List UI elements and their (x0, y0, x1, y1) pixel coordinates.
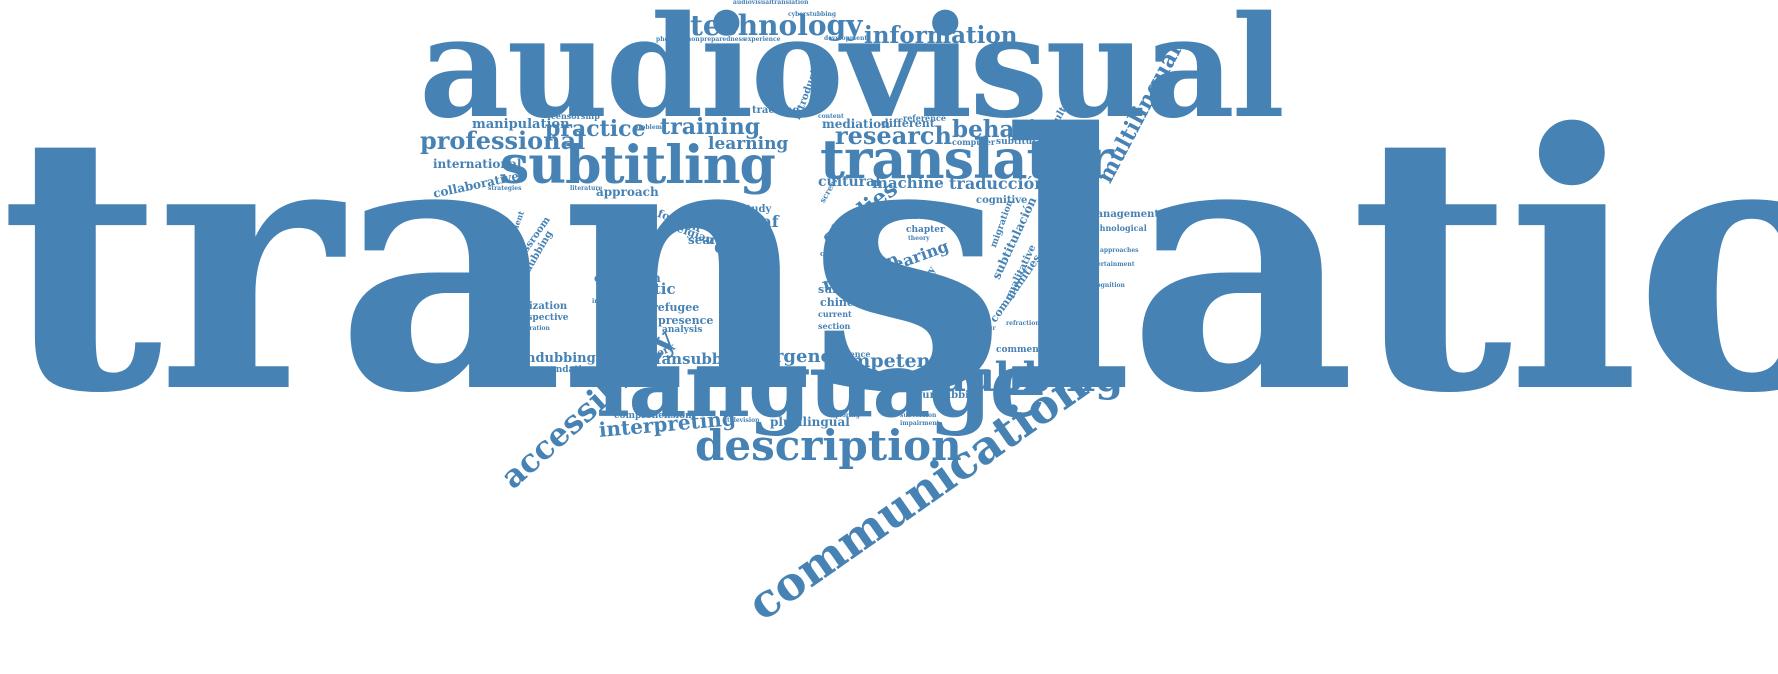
word-exploring: exploring (828, 412, 860, 419)
word-technology: technology (690, 9, 863, 42)
word-professional: professional (420, 126, 586, 155)
word-retrospective: retrospective (502, 313, 569, 323)
word-student: student (918, 299, 953, 309)
word-refraction: refraction (1006, 320, 1040, 327)
word-theory: theory (908, 235, 930, 242)
word-subtitulado: subtitulado (996, 137, 1054, 147)
word-child: child (820, 249, 840, 258)
word-management: management (1086, 209, 1159, 220)
word-approaches: approaches (1100, 247, 1139, 254)
word-entertainment: entertainment (1086, 261, 1135, 268)
word-crisis: crisis (714, 234, 775, 258)
word-phenomenon: phenomenon (656, 36, 700, 43)
word-chapter: chapter (906, 225, 945, 235)
word-mediation: mediation (822, 117, 890, 131)
word-refugee: refugee (652, 301, 700, 314)
word-translation: translation (0, 57, 1778, 471)
word-deaf: deaf (740, 212, 779, 231)
word-literature: literature (570, 185, 603, 192)
word-linguistic: linguistic (596, 280, 676, 298)
word-fansubbing: fansubbing (655, 350, 750, 368)
word-impairment: impairment (900, 420, 940, 427)
word-cyberstubbing: cyberstubbing (788, 11, 837, 18)
word-cultural: cultural (818, 174, 881, 190)
word-fansubs: fansubs (895, 211, 939, 222)
word-chinese: chinese (820, 296, 868, 309)
word-learning: learning (708, 134, 789, 154)
word-experience: experience (744, 36, 781, 43)
word-language: language (596, 332, 1047, 438)
word-content: content (818, 113, 844, 120)
word-plurilingual: plurilingual (770, 415, 850, 429)
word-strategies: strategies (488, 185, 522, 192)
word-practice: practice (545, 116, 646, 142)
word-cognitive: cognitive (976, 195, 1028, 206)
word-integration: integration (512, 325, 550, 332)
word-presence: presence (658, 314, 714, 327)
word-information: information (864, 22, 1018, 49)
word-localization: localization (502, 301, 568, 312)
word-different: different (881, 117, 935, 130)
word-reference: reference (903, 113, 946, 123)
word-technological: technological (1086, 223, 1147, 233)
word-current: current (818, 309, 852, 319)
word-development: development (824, 35, 868, 42)
word-commentary: commentary (996, 345, 1059, 355)
word-training: training (660, 114, 761, 140)
word-analysis: analysis (662, 325, 703, 335)
word-preparedness: preparedness (700, 36, 746, 43)
word-approach: approach (596, 185, 659, 199)
word-subtitling: subtitling (500, 135, 776, 196)
word-fundubbing: fundubbing (918, 390, 984, 401)
word-dubbing: dubbing (938, 354, 1124, 401)
word-tracking: tracking (752, 105, 800, 116)
word-comprehension: comprehension (614, 411, 692, 421)
word-manipulation: manipulation (472, 117, 570, 132)
word-censorship: censorship (551, 111, 600, 121)
word-international: international (433, 157, 522, 171)
word-editing: editing (904, 201, 940, 211)
word-media: media (742, 285, 773, 295)
word-machine: machine (872, 174, 944, 192)
word-audiovisualtranslation: audiovisualtranslation (733, 0, 809, 6)
word-audience: audience (830, 349, 871, 359)
word-computer: computer (952, 137, 996, 147)
word-subversion: subversion (900, 412, 937, 419)
word-search: search (688, 233, 733, 247)
word-subtitle: subtitle (818, 283, 866, 296)
word-competence: competence (826, 350, 955, 372)
word-recommendation: recommendation (509, 365, 595, 375)
word-description: description (695, 421, 962, 470)
word-research: research (835, 121, 952, 150)
word-english: english (731, 257, 781, 271)
word-study: study (741, 204, 772, 215)
word-project: project (848, 261, 872, 268)
word-paper: paper (831, 231, 857, 241)
word-section: section (818, 321, 851, 331)
word-emergency: emergency (732, 346, 842, 367)
word-television: television (727, 417, 760, 424)
word-audiovisual: audiovisual (419, 0, 1285, 150)
word-education: education (594, 271, 661, 285)
word-traduccion: traducción (949, 174, 1046, 193)
word-translator: translator (820, 127, 1114, 191)
word-interview: interview (592, 298, 624, 305)
word-recognition: recognition (1086, 282, 1125, 289)
word-behaviour: behaviour (952, 116, 1081, 143)
word-problem: problem (634, 124, 662, 131)
word-fandubbing: fandubbing (512, 351, 596, 366)
word-present: present (726, 371, 761, 381)
word-culture: culture (910, 313, 943, 323)
word-describer: describer (964, 325, 996, 332)
word-method: method (726, 335, 760, 345)
